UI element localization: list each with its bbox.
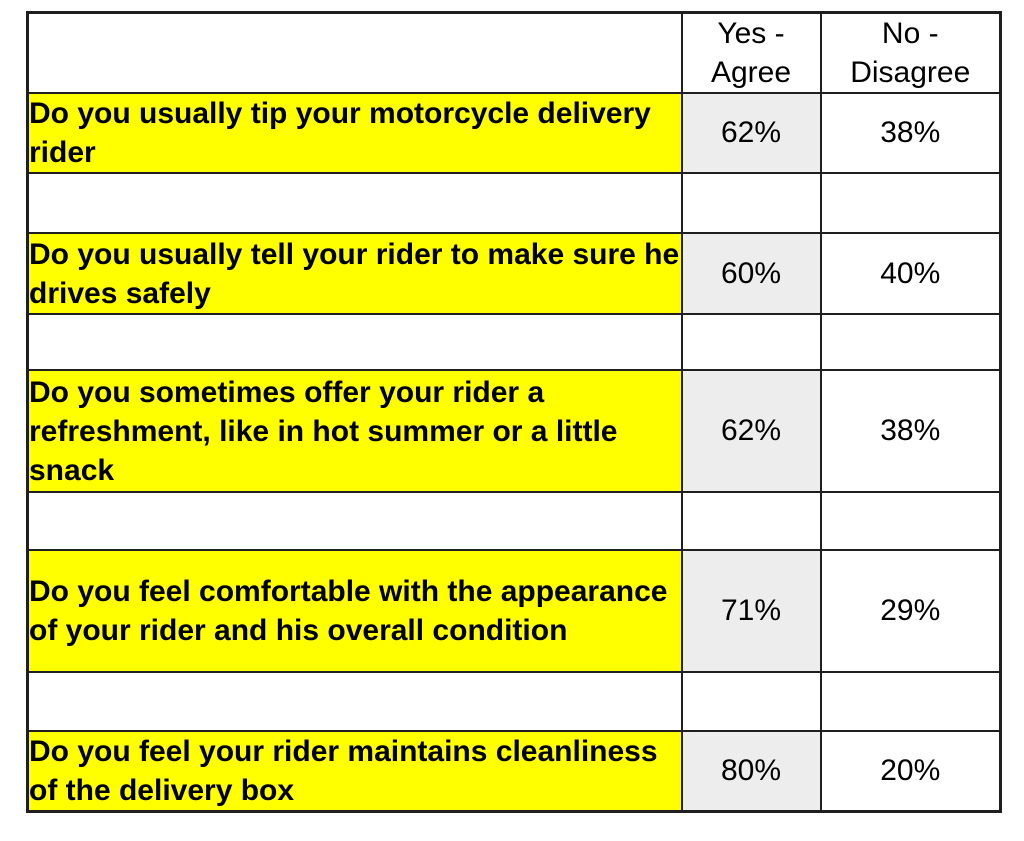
spacer-cell bbox=[819, 671, 1002, 732]
no-value-cell: 38% bbox=[819, 369, 1002, 493]
yes-value-cell: 62% bbox=[680, 92, 822, 174]
header-yes-agree: Yes - Agree bbox=[680, 11, 822, 94]
yes-value-cell: 80% bbox=[680, 730, 822, 813]
spacer-cell bbox=[819, 491, 1002, 551]
header-no-disagree: No - Disagree bbox=[819, 11, 1002, 94]
table-row-question-1: Do you usually tip your motorcycle deliv… bbox=[26, 92, 1002, 174]
spacer-cell bbox=[680, 671, 822, 732]
page-content: Yes - Agree No - Disagree Do you usually… bbox=[26, 11, 1002, 813]
question-cell: Do you feel comfortable with the appeara… bbox=[26, 549, 683, 673]
table-row-question-2: Do you usually tell your rider to make s… bbox=[26, 232, 1002, 315]
yes-value-cell: 62% bbox=[680, 369, 822, 493]
spacer-cell bbox=[26, 491, 683, 551]
yes-value-cell: 60% bbox=[680, 232, 822, 315]
spacer-cell bbox=[26, 172, 683, 234]
table-row-question-3: Do you sometimes offer your rider a refr… bbox=[26, 369, 1002, 493]
no-value-cell: 20% bbox=[819, 730, 1002, 813]
table-header-row: Yes - Agree No - Disagree bbox=[26, 11, 1002, 94]
spacer-cell bbox=[26, 671, 683, 732]
survey-results-table: Yes - Agree No - Disagree Do you usually… bbox=[26, 11, 1002, 813]
spacer-cell bbox=[819, 313, 1002, 371]
spacer-cell bbox=[680, 172, 822, 234]
spacer-cell bbox=[819, 172, 1002, 234]
question-cell: Do you usually tell your rider to make s… bbox=[26, 232, 683, 315]
table-row-question-4: Do you feel comfortable with the appeara… bbox=[26, 549, 1002, 673]
no-value-cell: 40% bbox=[819, 232, 1002, 315]
no-value-cell: 38% bbox=[819, 92, 1002, 174]
question-cell: Do you sometimes offer your rider a refr… bbox=[26, 369, 683, 493]
spacer-cell bbox=[680, 491, 822, 551]
spacer-cell bbox=[680, 313, 822, 371]
no-value-cell: 29% bbox=[819, 549, 1002, 673]
spacer-row bbox=[26, 313, 1002, 371]
spacer-row bbox=[26, 491, 1002, 551]
yes-value-cell: 71% bbox=[680, 549, 822, 673]
header-empty-cell bbox=[26, 11, 683, 94]
question-cell: Do you feel your rider maintains cleanli… bbox=[26, 730, 683, 813]
spacer-row bbox=[26, 172, 1002, 234]
table-row-question-5: Do you feel your rider maintains cleanli… bbox=[26, 730, 1002, 813]
spacer-cell bbox=[26, 313, 683, 371]
question-cell: Do you usually tip your motorcycle deliv… bbox=[26, 92, 683, 174]
spacer-row bbox=[26, 671, 1002, 732]
